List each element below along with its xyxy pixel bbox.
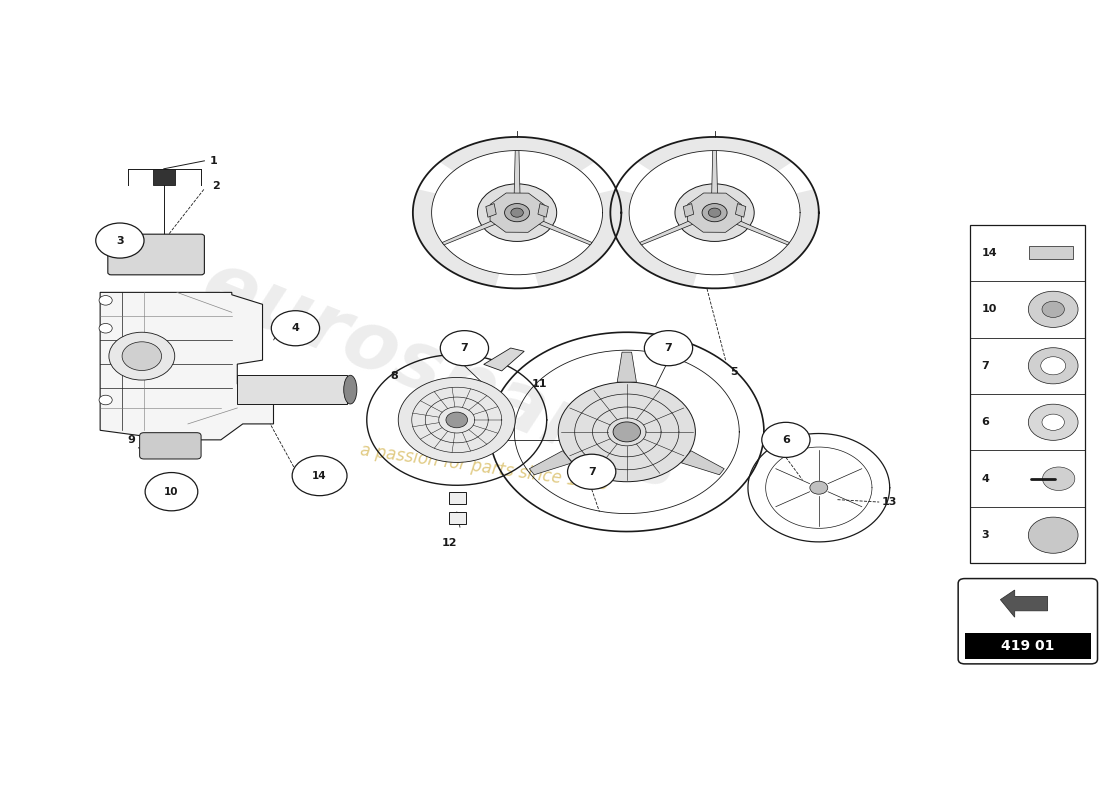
Circle shape	[702, 203, 727, 222]
Circle shape	[99, 395, 112, 405]
Text: 6: 6	[981, 418, 989, 427]
Bar	[1028, 246, 1072, 259]
Polygon shape	[490, 193, 544, 232]
Circle shape	[446, 412, 468, 428]
Polygon shape	[683, 203, 694, 217]
Polygon shape	[527, 215, 592, 245]
Circle shape	[99, 295, 112, 305]
Text: 9: 9	[128, 435, 135, 445]
Circle shape	[272, 310, 320, 346]
Polygon shape	[535, 190, 622, 286]
Text: 12: 12	[441, 538, 456, 549]
Polygon shape	[440, 137, 594, 171]
Circle shape	[558, 382, 695, 482]
Bar	[449, 512, 465, 523]
Text: 14: 14	[312, 470, 327, 481]
FancyBboxPatch shape	[140, 433, 201, 459]
Bar	[965, 633, 1091, 659]
FancyBboxPatch shape	[108, 234, 205, 275]
Polygon shape	[100, 292, 274, 440]
Text: 3: 3	[117, 235, 123, 246]
Circle shape	[1028, 348, 1078, 384]
Polygon shape	[484, 348, 525, 371]
Text: 6: 6	[782, 435, 790, 445]
Text: 7: 7	[587, 466, 595, 477]
Circle shape	[505, 203, 529, 222]
Polygon shape	[412, 190, 499, 286]
Text: 419 01: 419 01	[1001, 639, 1055, 653]
Bar	[449, 492, 465, 504]
Text: 7: 7	[664, 343, 672, 353]
Polygon shape	[538, 203, 549, 217]
Circle shape	[613, 422, 640, 442]
Bar	[970, 225, 1086, 563]
Text: 1: 1	[210, 156, 218, 166]
Text: a passion for parts since 1985: a passion for parts since 1985	[359, 442, 609, 494]
Text: 2: 2	[212, 182, 220, 191]
Ellipse shape	[343, 375, 356, 404]
Bar	[153, 169, 175, 185]
Polygon shape	[639, 215, 705, 245]
Text: 7: 7	[461, 343, 469, 353]
Circle shape	[568, 454, 616, 490]
Text: 7: 7	[981, 361, 989, 370]
Circle shape	[510, 208, 524, 217]
Text: 11: 11	[531, 379, 547, 389]
Polygon shape	[733, 190, 818, 286]
Text: 13: 13	[881, 497, 896, 507]
Polygon shape	[514, 150, 520, 203]
Circle shape	[1041, 357, 1066, 375]
Polygon shape	[610, 190, 696, 286]
Circle shape	[762, 422, 810, 458]
Polygon shape	[529, 450, 572, 474]
Polygon shape	[637, 137, 792, 171]
Polygon shape	[1000, 590, 1047, 617]
Text: 14: 14	[981, 248, 997, 258]
Circle shape	[1028, 517, 1078, 554]
Polygon shape	[681, 450, 724, 474]
Circle shape	[1028, 404, 1078, 440]
Circle shape	[145, 473, 198, 511]
Text: 3: 3	[981, 530, 989, 540]
Circle shape	[398, 378, 515, 462]
Polygon shape	[688, 193, 741, 232]
Polygon shape	[736, 203, 746, 217]
Circle shape	[477, 184, 557, 242]
Circle shape	[1028, 291, 1078, 327]
Bar	[238, 375, 346, 404]
Circle shape	[109, 332, 175, 380]
Text: 4: 4	[292, 323, 299, 334]
Circle shape	[645, 330, 693, 366]
Text: 5: 5	[730, 367, 738, 377]
Polygon shape	[712, 150, 717, 203]
Polygon shape	[617, 352, 637, 382]
Circle shape	[1042, 414, 1065, 430]
Circle shape	[293, 456, 346, 496]
Circle shape	[440, 330, 488, 366]
Circle shape	[99, 323, 112, 333]
Text: 10: 10	[981, 304, 997, 314]
Text: 8: 8	[390, 371, 398, 381]
Circle shape	[1042, 301, 1065, 318]
Circle shape	[122, 342, 162, 370]
Polygon shape	[442, 215, 508, 245]
Polygon shape	[724, 215, 790, 245]
Text: eurospares: eurospares	[189, 245, 691, 507]
Circle shape	[96, 223, 144, 258]
Circle shape	[1043, 467, 1075, 490]
Circle shape	[810, 481, 828, 494]
Circle shape	[675, 184, 755, 242]
FancyBboxPatch shape	[958, 578, 1098, 664]
Polygon shape	[486, 203, 496, 217]
Text: 4: 4	[981, 474, 989, 484]
Text: 10: 10	[164, 486, 178, 497]
Circle shape	[708, 208, 720, 217]
